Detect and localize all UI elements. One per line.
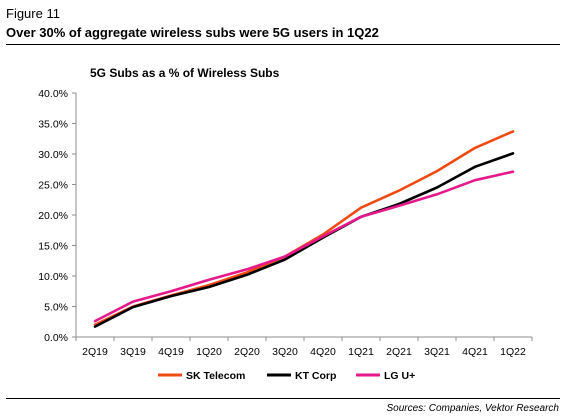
y-tick-label: 20.0% (38, 210, 68, 222)
y-tick-label: 0.0% (44, 332, 68, 344)
x-tick-label: 3Q21 (424, 346, 450, 358)
x-tick-label: 3Q20 (272, 346, 298, 358)
series-line-lg-u (93, 170, 515, 323)
x-tick-label: 4Q19 (158, 346, 184, 358)
x-tick-label: 3Q19 (120, 346, 146, 358)
x-tick-label: 2Q21 (386, 346, 412, 358)
series-line-kt-corp (93, 152, 515, 328)
y-tick-label: 30.0% (38, 149, 68, 161)
x-tick-label: 2Q19 (82, 346, 108, 358)
x-tick-label: 2Q20 (234, 346, 260, 358)
y-tick-label: 35.0% (38, 119, 68, 131)
figure-label: Figure 11 (6, 6, 60, 21)
x-tick-label: 4Q20 (310, 346, 336, 358)
figure-title: Over 30% of aggregate wireless subs were… (6, 25, 379, 40)
x-tick-label: 1Q22 (500, 346, 526, 358)
legend-label-kt-corp: KT Corp (295, 370, 336, 382)
y-axis: 0.0% 5.0% 10.0% 15.0% 20.0% 25.0% 30.0% 35.0% 40… (38, 88, 77, 344)
y-tick-label: 10.0% (38, 271, 68, 283)
chart-title: 5G Subs as a % of Wireless Subs (90, 66, 280, 80)
y-tick-label: 40.0% (38, 88, 68, 100)
legend-label-sk-telecom: SK Telecom (186, 370, 245, 382)
source-note: Sources: Companies, Vektor Research (386, 403, 560, 414)
series-lines (93, 130, 515, 328)
bottom-rule (6, 398, 560, 399)
y-tick-label: 25.0% (38, 180, 68, 192)
line-chart: 5G Subs as a % of Wireless Subs 0.0% 5.0%… (38, 66, 533, 382)
legend-label-lg-u: LG U+ (384, 370, 415, 382)
x-tick-label: 4Q21 (462, 346, 488, 358)
x-axis: 2Q19 3Q19 4Q19 1Q20 2Q20 3Q20 4Q20 1Q21 2Q21 3Q21… (75, 336, 533, 358)
legend: SK Telecom KT Corp LG U+ (158, 370, 415, 382)
x-tick-label: 1Q20 (196, 346, 222, 358)
y-tick-label: 15.0% (38, 241, 68, 253)
x-tick-label: 1Q21 (348, 346, 374, 358)
y-tick-label: 5.0% (44, 302, 68, 314)
title-rule (6, 44, 560, 45)
